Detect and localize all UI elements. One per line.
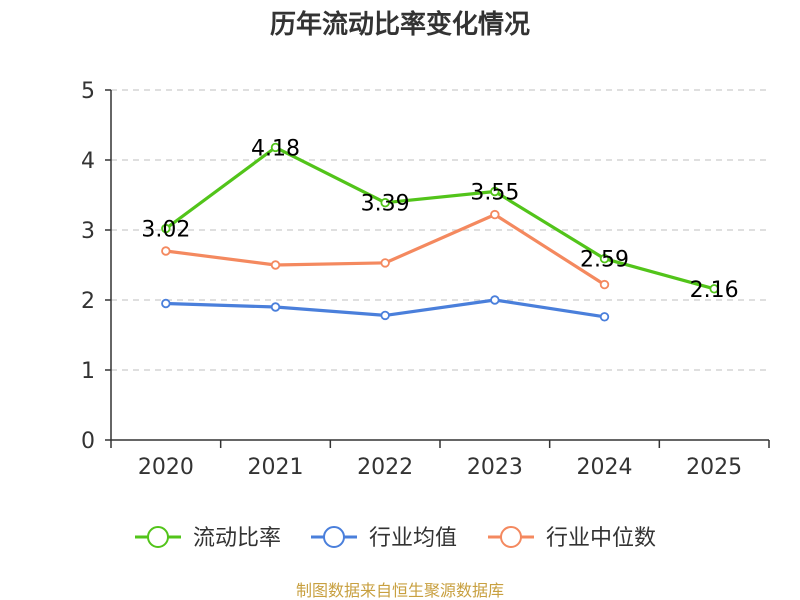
data-point: [161, 246, 171, 256]
legend[interactable]: 流动比率 行业均值 行业中位数: [135, 526, 656, 551]
data-point: [599, 312, 610, 322]
legend-item-0[interactable]: 流动比率: [135, 526, 281, 551]
data-point: [270, 142, 281, 153]
data-point: [490, 186, 500, 197]
data-label: 2.59: [580, 248, 629, 273]
series-line-0: [164, 145, 715, 291]
source-note: 制图数据来自恒生聚源数据库: [296, 581, 504, 600]
data-label: 3.02: [141, 218, 190, 243]
data-point: [490, 209, 500, 220]
y-tick-label: 4: [81, 149, 95, 174]
grid-lines: [111, 89, 769, 371]
data-label: 3.55: [470, 181, 519, 206]
legend-label: 行业中位数: [546, 526, 656, 551]
y-tick-label: 2: [81, 289, 95, 314]
y-tick-label: 0: [81, 429, 95, 454]
legend-swatch-marker: [147, 526, 169, 548]
data-point: [490, 295, 500, 305]
data-point: [270, 260, 281, 270]
data-label: 2.16: [690, 278, 739, 303]
chart-title: 历年流动比率变化情况: [270, 9, 530, 40]
x-tick-label: 2023: [467, 455, 523, 480]
x-tick-label: 2022: [357, 455, 413, 480]
x-tick-label: 2021: [248, 455, 304, 480]
axes: 0 1 2 3 4 5 2020 2021 2022 2023 2024 2025: [81, 79, 770, 480]
legend-swatch-marker: [323, 526, 345, 548]
legend-item-1[interactable]: 行业均值: [311, 526, 457, 551]
x-tick-label: 2020: [138, 455, 194, 480]
data-point: [270, 302, 281, 312]
legend-swatch-marker: [500, 526, 522, 548]
data-point: [709, 284, 719, 294]
data-point: [599, 279, 610, 290]
x-tick-label: 2025: [686, 455, 742, 480]
y-tick-label: 5: [81, 79, 95, 104]
data-point: [380, 310, 390, 321]
data-point: [380, 258, 390, 268]
x-tick-label: 2024: [577, 455, 633, 480]
data-labels: 3.02 4.18 3.39 3.55 2.59 2.16: [141, 136, 738, 302]
data-point: [161, 298, 171, 309]
legend-label: 行业均值: [369, 526, 457, 551]
data-point: [380, 197, 390, 208]
data-label: 3.39: [361, 192, 410, 217]
series-line-2: [165, 213, 606, 286]
series-group: [161, 142, 719, 322]
data-point: [599, 254, 610, 264]
data-point: [161, 223, 171, 234]
legend-label: 流动比率: [193, 526, 281, 551]
y-tick-label: 3: [81, 219, 95, 244]
data-label: 4.18: [251, 136, 300, 161]
y-tick-label: 1: [81, 359, 95, 384]
legend-item-2[interactable]: 行业中位数: [488, 526, 656, 551]
